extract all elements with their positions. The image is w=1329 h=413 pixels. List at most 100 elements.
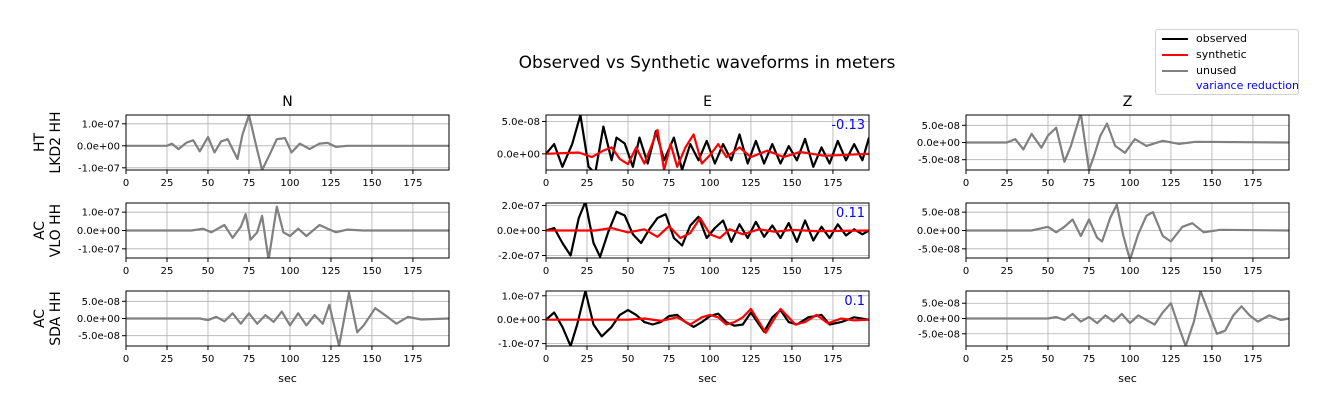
series-unused	[966, 203, 1289, 258]
x-tick-label: 50	[202, 266, 215, 277]
x-tick-label: 75	[1083, 354, 1096, 365]
panel-2-e: 0 25 50 75 100 125 150 175 1.0e-07 0.0e+00 -1.0e-0…	[497, 290, 870, 385]
x-tick-label: 75	[663, 266, 676, 277]
x-tick-label: 100	[1120, 354, 1139, 365]
panel-2-n: 0 25 50 75 100 125 150 175 5.0e-08 0.0e+00 -5.0e-0…	[77, 290, 450, 385]
x-tick-label: 25	[581, 266, 594, 277]
x-tick-label: 150	[1202, 178, 1221, 189]
panel-2-z: 0 25 50 75 100 125 150 175 5.0e-08 0.0e+00 -5.0e-0…	[917, 290, 1290, 385]
panel-1-z: 0 25 50 75 100 125 150 175 5.0e-08 0.0e+00 -5.0e-0…	[917, 202, 1290, 277]
x-tick-label: 150	[782, 178, 801, 189]
x-tick-label: 0	[963, 354, 969, 365]
x-tick-label: 150	[362, 266, 381, 277]
x-tick-label: 175	[403, 266, 422, 277]
x-tick-label: 125	[321, 178, 340, 189]
x-tick-label: 125	[1161, 266, 1180, 277]
x-tick-label: 75	[1083, 266, 1096, 277]
station-name-label: VLO HH	[48, 204, 64, 257]
x-axis-label: sec	[698, 372, 717, 385]
variance-reduction-label: 0.11	[836, 206, 865, 221]
y-tick-label: -1.0e-07	[78, 244, 120, 255]
x-tick-label: 125	[1161, 178, 1180, 189]
x-tick-label: 75	[1083, 178, 1096, 189]
x-tick-label: 150	[1202, 266, 1221, 277]
x-tick-label: 100	[700, 354, 719, 365]
y-tick-label: 1.0e-07	[82, 208, 120, 219]
x-tick-label: 50	[1042, 266, 1055, 277]
x-tick-label: 0	[123, 266, 129, 277]
x-tick-label: 25	[161, 354, 174, 365]
x-tick-label: 125	[741, 266, 760, 277]
x-tick-label: 75	[243, 354, 256, 365]
y-tick-label: -5.0e-08	[78, 331, 120, 342]
panel-0-z: 0 25 50 75 100 125 150 175 5.0e-08 0.0e+00 -5.0e-0…	[917, 114, 1290, 189]
x-tick-label: 100	[280, 178, 299, 189]
y-tick-label: 5.0e-08	[922, 299, 960, 310]
legend: observed synthetic unused variance reduc…	[1155, 29, 1299, 95]
series-synthetic	[546, 128, 869, 170]
x-tick-label: 150	[362, 178, 381, 189]
y-tick-label: -5.0e-08	[918, 155, 960, 166]
y-tick-label: 5.0e-08	[922, 121, 960, 132]
y-tick-label: 0.0e+00	[917, 138, 960, 149]
x-tick-label: 50	[622, 266, 635, 277]
y-tick-label: -1.0e-07	[78, 163, 120, 174]
station-name-label: LKD2 HH	[48, 111, 64, 173]
panel-frame	[545, 290, 870, 347]
series-observed	[546, 203, 869, 258]
x-tick-label: 100	[280, 354, 299, 365]
x-tick-label: 50	[1042, 178, 1055, 189]
panel-grid: N E Z HT LKD2 HH 0 25 50 75 100 125 150 175 1.0e-07 0.…	[32, 94, 1290, 385]
x-tick-label: 100	[700, 178, 719, 189]
y-tick-label: -2.0e-07	[498, 251, 540, 262]
x-tick-label: 0	[543, 354, 549, 365]
y-tick-label: 0.0e+00	[917, 226, 960, 237]
y-tick-label: 2.0e-07	[502, 201, 540, 212]
x-tick-label: 25	[1001, 354, 1014, 365]
variance-reduction-label: 0.1	[844, 294, 865, 309]
x-tick-label: 50	[1042, 354, 1055, 365]
x-tick-label: 0	[123, 354, 129, 365]
y-tick-label: 5.0e-08	[502, 117, 540, 128]
x-tick-label: 25	[1001, 266, 1014, 277]
x-tick-label: 75	[663, 354, 676, 365]
panel-0-n: 0 25 50 75 100 125 150 175 1.0e-07 0.0e+00 -1.0e-0…	[77, 114, 450, 189]
y-tick-label: -1.0e-07	[498, 339, 540, 350]
station-network-label: AC	[32, 309, 48, 328]
legend-swatch-synthetic	[1162, 54, 1188, 56]
x-tick-label: 150	[362, 354, 381, 365]
x-tick-label: 0	[123, 178, 129, 189]
y-tick-label: 5.0e-08	[922, 208, 960, 219]
x-axis-label: sec	[1118, 372, 1137, 385]
y-tick-label: 0.0e+00	[77, 141, 120, 152]
x-tick-label: 100	[1120, 266, 1139, 277]
x-tick-label: 175	[823, 266, 842, 277]
y-tick-label: 0.0e+00	[77, 314, 120, 325]
series-unused	[126, 291, 449, 346]
y-tick-label: 1.0e-07	[502, 291, 540, 302]
x-tick-label: 25	[161, 178, 174, 189]
y-tick-label: 0.0e+00	[77, 226, 120, 237]
series-observed	[546, 115, 869, 170]
legend-label-variance: variance reduction	[1196, 79, 1299, 92]
x-tick-label: 175	[823, 354, 842, 365]
series-synthetic	[546, 307, 869, 334]
x-tick-label: 0	[963, 178, 969, 189]
x-tick-label: 25	[1001, 178, 1014, 189]
legend-label-synthetic: synthetic	[1196, 48, 1247, 61]
x-tick-label: 100	[700, 266, 719, 277]
panel-frame	[125, 114, 450, 171]
x-tick-label: 25	[581, 178, 594, 189]
y-tick-label: 0.0e+00	[497, 315, 540, 326]
x-tick-label: 175	[823, 178, 842, 189]
variance-reduction-label: -0.13	[831, 118, 865, 133]
x-tick-label: 125	[1161, 354, 1180, 365]
y-tick-label: 0.0e+00	[497, 149, 540, 160]
x-tick-label: 75	[663, 178, 676, 189]
legend-swatch-observed	[1162, 38, 1188, 40]
legend-label-observed: observed	[1196, 32, 1247, 45]
x-tick-label: 175	[1243, 354, 1262, 365]
x-tick-label: 175	[403, 354, 422, 365]
x-tick-label: 75	[243, 178, 256, 189]
x-tick-label: 100	[280, 266, 299, 277]
